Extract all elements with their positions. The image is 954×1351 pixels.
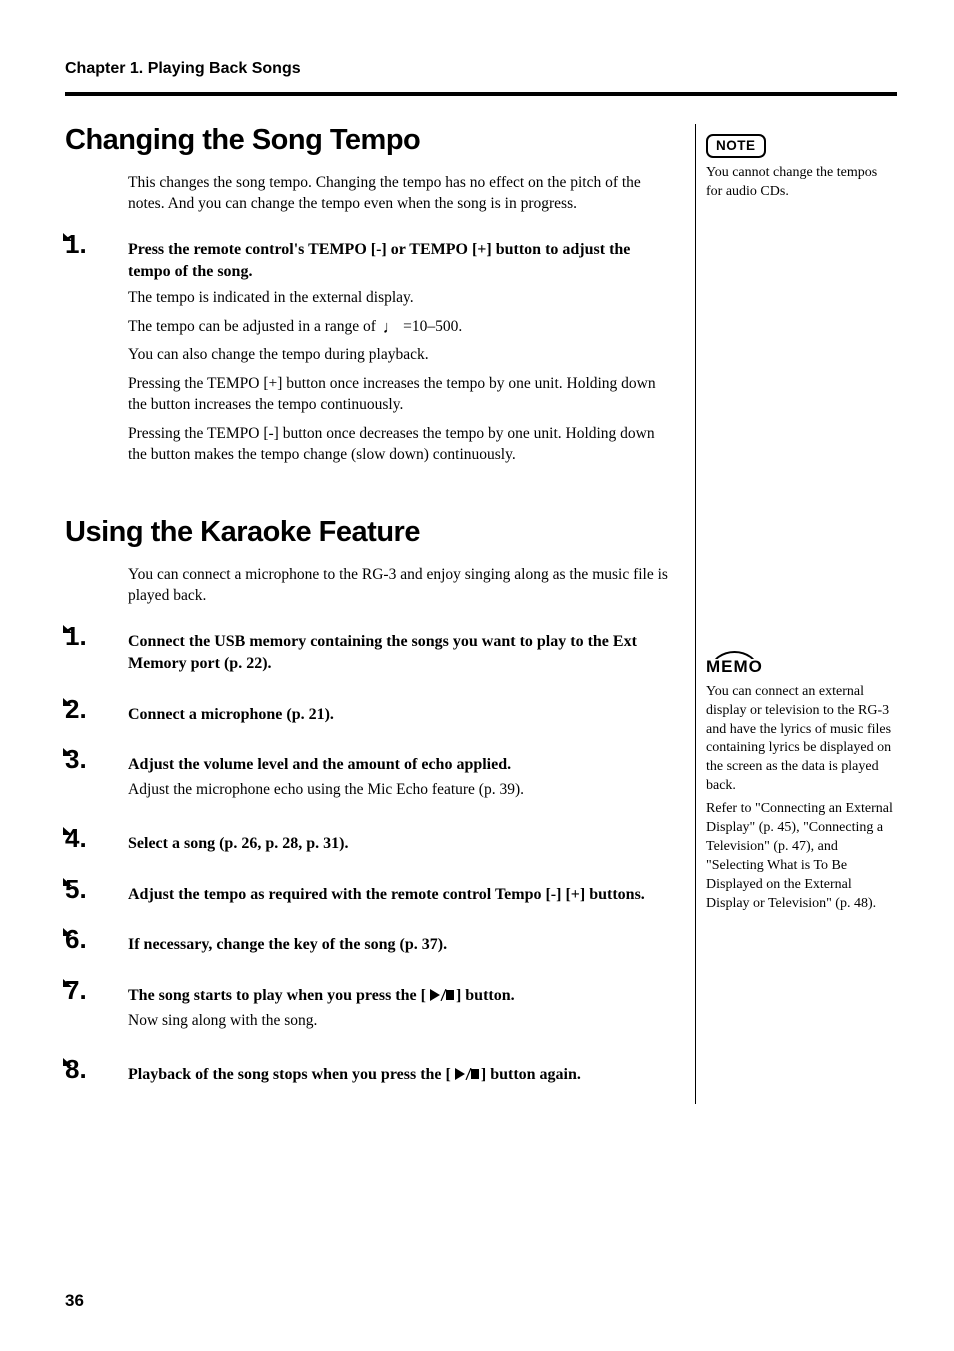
memo-block: MEMO You can connect an external display… xyxy=(706,657,897,914)
step-4: 4. Select a song (p. 26, p. 28, p. 31). xyxy=(65,827,670,859)
step-title: Adjust the tempo as required with the re… xyxy=(128,884,670,906)
step-title: Select a song (p. 26, p. 28, p. 31). xyxy=(128,833,670,855)
step-2: 2. Connect a microphone (p. 21). xyxy=(65,698,670,730)
step-number: 2. xyxy=(65,698,128,730)
step-number: 4. xyxy=(65,827,128,859)
step-3: 3. Adjust the volume level and the amoun… xyxy=(65,748,670,809)
step-body: Select a song (p. 26, p. 28, p. 31). xyxy=(128,827,670,859)
memo-text: You can connect an external display or t… xyxy=(706,683,897,796)
text-fragment: ] button again. xyxy=(477,1066,581,1083)
step-7: 7. The song starts to play when you pres… xyxy=(65,979,670,1040)
page-number: 36 xyxy=(65,1291,84,1311)
step-title: Connect the USB memory containing the so… xyxy=(128,631,670,676)
note-text: You cannot change the tempos for audio C… xyxy=(706,164,897,202)
play-stop-icon xyxy=(430,990,452,1002)
content-area: Changing the Song Tempo This changes the… xyxy=(65,124,897,1104)
step-number: 3. xyxy=(65,748,128,809)
section-heading-tempo: Changing the Song Tempo xyxy=(65,124,670,157)
step-text: The tempo is indicated in the external d… xyxy=(128,288,670,309)
text-fragment: The tempo can be adjusted in a range of xyxy=(128,318,380,335)
text-fragment: Playback of the song stops when you pres… xyxy=(128,1066,455,1083)
section-heading-karaoke: Using the Karaoke Feature xyxy=(65,516,670,549)
step-number: 1. xyxy=(65,233,128,474)
step-title: If necessary, change the key of the song… xyxy=(128,934,670,956)
memo-text: Refer to "Connecting an External Display… xyxy=(706,800,897,913)
step-5: 5. Adjust the tempo as required with the… xyxy=(65,878,670,910)
step-text: The tempo can be adjusted in a range of … xyxy=(128,317,670,338)
step-body: Press the remote control's TEMPO [-] or … xyxy=(128,233,670,474)
step-body: Adjust the volume level and the amount o… xyxy=(128,748,670,809)
step-text: You can also change the tempo during pla… xyxy=(128,345,670,366)
memo-badge: MEMO xyxy=(706,657,763,677)
text-fragment: ] button. xyxy=(452,987,515,1004)
step-1: 1. Press the remote control's TEMPO [-] … xyxy=(65,233,670,474)
step-body: The song starts to play when you press t… xyxy=(128,979,670,1040)
step-1: 1. Connect the USB memory containing the… xyxy=(65,625,670,680)
quarter-note-icon: ♩ xyxy=(383,319,399,337)
section-intro: You can connect a microphone to the RG-3… xyxy=(128,565,670,607)
step-number: 7. xyxy=(65,979,128,1040)
step-number: 5. xyxy=(65,878,128,910)
step-body: Connect the USB memory containing the so… xyxy=(128,625,670,680)
main-column: Changing the Song Tempo This changes the… xyxy=(65,124,670,1104)
step-body: If necessary, change the key of the song… xyxy=(128,928,670,960)
sidebar-column: NOTE You cannot change the tempos for au… xyxy=(695,124,897,1104)
step-text: Pressing the TEMPO [+] button once incre… xyxy=(128,374,670,416)
chapter-header: Chapter 1. Playing Back Songs xyxy=(65,60,897,96)
step-6: 6. If necessary, change the key of the s… xyxy=(65,928,670,960)
step-text: Now sing along with the song. xyxy=(128,1011,670,1032)
step-body: Adjust the tempo as required with the re… xyxy=(128,878,670,910)
step-title: Adjust the volume level and the amount o… xyxy=(128,754,670,776)
text-fragment: The song starts to play when you press t… xyxy=(128,987,430,1004)
note-badge: NOTE xyxy=(706,134,766,158)
note-block: NOTE You cannot change the tempos for au… xyxy=(706,134,897,202)
step-text: Adjust the microphone echo using the Mic… xyxy=(128,780,670,801)
step-number: 6. xyxy=(65,928,128,960)
step-title: Playback of the song stops when you pres… xyxy=(128,1064,670,1086)
step-number: 1. xyxy=(65,625,128,680)
step-8: 8. Playback of the song stops when you p… xyxy=(65,1058,670,1090)
text-fragment: =10–500. xyxy=(399,318,462,335)
section-intro: This changes the song tempo. Changing th… xyxy=(128,173,670,215)
step-body: Playback of the song stops when you pres… xyxy=(128,1058,670,1090)
step-text: Pressing the TEMPO [-] button once decre… xyxy=(128,424,670,466)
step-title: Connect a microphone (p. 21). xyxy=(128,704,670,726)
step-number: 8. xyxy=(65,1058,128,1090)
step-title: The song starts to play when you press t… xyxy=(128,985,670,1007)
step-body: Connect a microphone (p. 21). xyxy=(128,698,670,730)
step-title: Press the remote control's TEMPO [-] or … xyxy=(128,239,670,284)
memo-label-text: MEMO xyxy=(706,657,763,676)
play-stop-icon xyxy=(455,1069,477,1081)
